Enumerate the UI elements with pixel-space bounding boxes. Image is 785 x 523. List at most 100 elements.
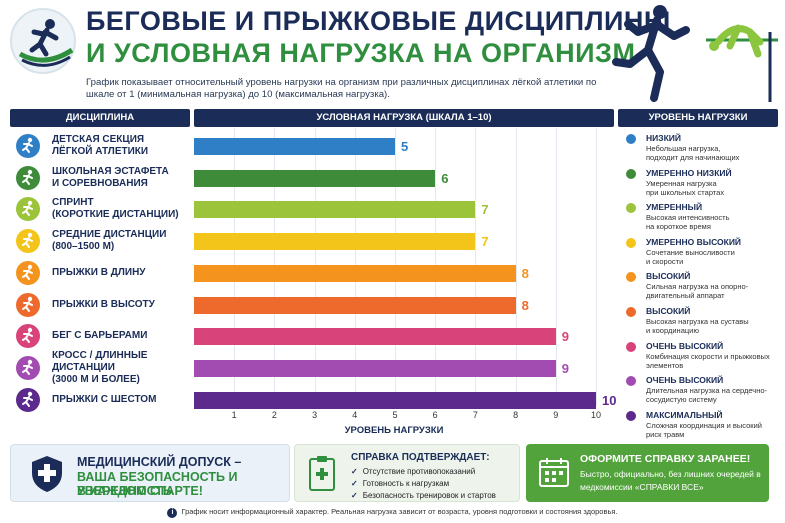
- x-tick-label: 5: [392, 410, 398, 420]
- discipline-label: БЕГ С БАРЬЕРАМИ: [52, 330, 148, 342]
- long-jump-icon: [16, 260, 40, 285]
- athletes-illustration-icon: [612, 5, 778, 102]
- x-tick-label: 1: [231, 410, 237, 420]
- certificate-card-title: СПРАВКА ПОДТВЕРЖДАЕТ:: [351, 452, 490, 463]
- legend-color-dot: [626, 376, 636, 387]
- legend-color-dot: [626, 341, 636, 352]
- bar-value-label: 7: [481, 202, 489, 218]
- legend-description: Умеренная нагрузка при школьных стартах: [646, 178, 725, 197]
- bar: [194, 169, 436, 187]
- clipboard-icon: [309, 456, 335, 491]
- page-title-line2: И УСЛОВНАЯ НАГРУЗКА НА ОРГАНИЗМ: [86, 38, 636, 68]
- grid-line: [596, 128, 597, 406]
- legend-color-dot: [626, 237, 636, 248]
- legend-description: Сложная координация и высокий риск травм: [646, 420, 762, 439]
- legend-color-dot: [626, 134, 636, 144]
- x-tick-label: 4: [352, 410, 358, 420]
- legend-color-dot: [626, 272, 636, 283]
- discipline-label: ДЕТСКАЯ СЕКЦИЯ ЛЁГКОЙ АТЛЕТИКИ: [52, 134, 149, 157]
- legend-title: ВЫСОКИЙ: [646, 306, 691, 316]
- cta-title: ОФОРМИТЕ СПРАВКУ ЗАРАНЕЕ!: [580, 453, 751, 465]
- bar-value-label: 5: [401, 139, 409, 154]
- cta-card[interactable]: ОФОРМИТЕ СПРАВКУ ЗАРАНЕЕ! Быстро, официа…: [526, 444, 769, 502]
- legend-color-dot: [626, 307, 636, 317]
- legend-color-dot: [626, 168, 636, 179]
- certificate-card: СПРАВКА ПОДТВЕРЖДАЕТ: ✓ Отсутствие против…: [294, 444, 520, 502]
- x-tick-label: 10: [590, 410, 601, 420]
- column-header-load: УСЛОВНАЯ НАГРУЗКА (ШКАЛА 1–10): [194, 109, 614, 127]
- bar: [194, 233, 476, 251]
- x-axis-label: УРОВЕНЬ НАГРУЗКИ: [344, 425, 444, 436]
- legend-title: НИЗКИЙ: [646, 133, 681, 143]
- bar: [194, 391, 596, 409]
- column-header-discipline: ДИСЦИПЛИНА: [10, 109, 190, 127]
- discipline-row: СРЕДНИЕ ДИСТАНЦИИ (800–1500 М): [10, 226, 190, 256]
- legend-title: ОЧЕНЬ ВЫСОКИЙ: [646, 340, 724, 351]
- bar: [194, 264, 516, 282]
- page-subtitle: График показывает относительный уровень …: [86, 77, 597, 100]
- legend-description: Высокая интенсивность на короткое время: [646, 213, 730, 232]
- discipline-label: ПРЫЖКИ С ШЕСТОМ: [52, 393, 157, 405]
- runner-icon: [16, 134, 40, 158]
- certificate-item: ✓ Безопасность тренировок и стартов: [351, 491, 496, 500]
- cross-country-icon: [16, 355, 40, 380]
- bar-value-label: 9: [561, 360, 570, 376]
- hurdle-icon: [16, 324, 40, 349]
- discipline-row: ШКОЛЬНАЯ ЭСТАФЕТА И СОРЕВНОВАНИЯ: [10, 163, 190, 193]
- calendar-icon: [539, 458, 569, 487]
- legend-title: УМЕРЕННО ВЫСОКИЙ: [646, 236, 742, 247]
- bar-value-label: 8: [521, 265, 529, 281]
- legend-description: Небольшая нагрузка, подходит для начинаю…: [646, 144, 740, 162]
- legend-title: МАКСИМАЛЬНЫЙ: [646, 409, 723, 420]
- x-tick-label: 3: [312, 410, 318, 420]
- x-tick-label: 2: [271, 410, 277, 420]
- discipline-label: КРОСС / ДЛИННЫЕ ДИСТАНЦИИ (3000 М И БОЛЕ…: [52, 349, 148, 385]
- medical-card-line2: ВАША БЕЗОПАСНОСТЬ И УВЕРЕННОСТЬ: [77, 470, 238, 498]
- discipline-row: СПРИНТ (КОРОТКИЕ ДИСТАНЦИИ): [10, 194, 190, 224]
- legend-color-dot: [626, 410, 636, 421]
- run-icon: [16, 229, 40, 254]
- pole-vault-icon: [16, 387, 40, 412]
- info-icon: i: [167, 508, 178, 518]
- high-jump-icon: [16, 292, 40, 317]
- x-tick-label: 6: [432, 410, 438, 420]
- discipline-label: ШКОЛЬНАЯ ЭСТАФЕТА И СОРЕВНОВАНИЯ: [52, 165, 169, 189]
- bar-value-label: 10: [602, 392, 617, 408]
- discipline-row: БЕГ С БАРЬЕРАМИ: [10, 321, 190, 351]
- discipline-row: ДЕТСКАЯ СЕКЦИЯ ЛЁГКОЙ АТЛЕТИКИ: [10, 131, 190, 161]
- legend-description: Сочетание выносливости и скорости: [646, 247, 735, 266]
- relay-icon: [16, 165, 40, 190]
- bar: [194, 328, 556, 346]
- sprint-icon: [16, 197, 40, 222]
- x-tick-label: 8: [513, 410, 519, 420]
- check-icon: ✓: [351, 491, 358, 500]
- discipline-row: ПРЫЖКИ С ШЕСТОМ: [10, 385, 190, 415]
- certificate-item: ✓ Отсутствие противопоказаний: [351, 467, 476, 476]
- bar-value-label: 7: [481, 234, 489, 250]
- load-chart: УРОВЕНЬ НАГРУЗКИ 1 2 3 4 5 6 7 8 9 10 5 6 7 7 8 8 9 9 10: [194, 128, 617, 438]
- medical-card-line3: В КАЖДОМ СТАРТЕ!: [77, 484, 203, 498]
- check-icon: ✓: [351, 467, 358, 476]
- legend-title: УМЕРЕННЫЙ: [646, 202, 703, 213]
- discipline-label: СРЕДНИЕ ДИСТАНЦИИ (800–1500 М): [52, 229, 167, 253]
- legend-description: Сильная нагрузка на опорно- двигательный…: [646, 282, 749, 301]
- discipline-label: ПРЫЖКИ В ДЛИНУ: [52, 266, 146, 278]
- footnote: i График носит информационный характер. Р…: [0, 507, 785, 518]
- certificate-item: ✓ Готовность к нагрузкам: [351, 479, 450, 488]
- legend-description: Длительная нагрузка на сердечно- сосудис…: [646, 386, 768, 405]
- grid-line: [515, 128, 517, 406]
- discipline-label: ПРЫЖКИ В ВЫСОТУ: [52, 298, 155, 310]
- discipline-label: СПРИНТ (КОРОТКИЕ ДИСТАНЦИИ): [52, 197, 179, 221]
- x-tick-label: 7: [472, 410, 478, 420]
- bar: [194, 201, 476, 219]
- grid-line: [555, 128, 557, 406]
- runner-logo-icon: [10, 8, 76, 74]
- cta-body: Быстро, официально, без лишних очередей …: [580, 469, 761, 492]
- legend-description: Комбинация скорости и прыжковых элементо…: [646, 351, 770, 370]
- page-title: БЕГОВЫЕ И ПРЫЖКОВЫЕ ДИСЦИПЛИНЫ: [86, 6, 671, 36]
- medical-card: МЕДИЦИНСКИЙ ДОПУСК – ВАША БЕЗОПАСНОСТЬ И…: [10, 444, 290, 502]
- bar: [194, 359, 556, 377]
- header: БЕГОВЫЕ И ПРЫЖКОВЫЕ ДИСЦИПЛИНЫ И УСЛОВНА…: [0, 0, 785, 104]
- discipline-row: ПРЫЖКИ В ДЛИНУ: [10, 258, 190, 288]
- column-header-level: УРОВЕНЬ НАГРУЗКИ: [618, 109, 778, 127]
